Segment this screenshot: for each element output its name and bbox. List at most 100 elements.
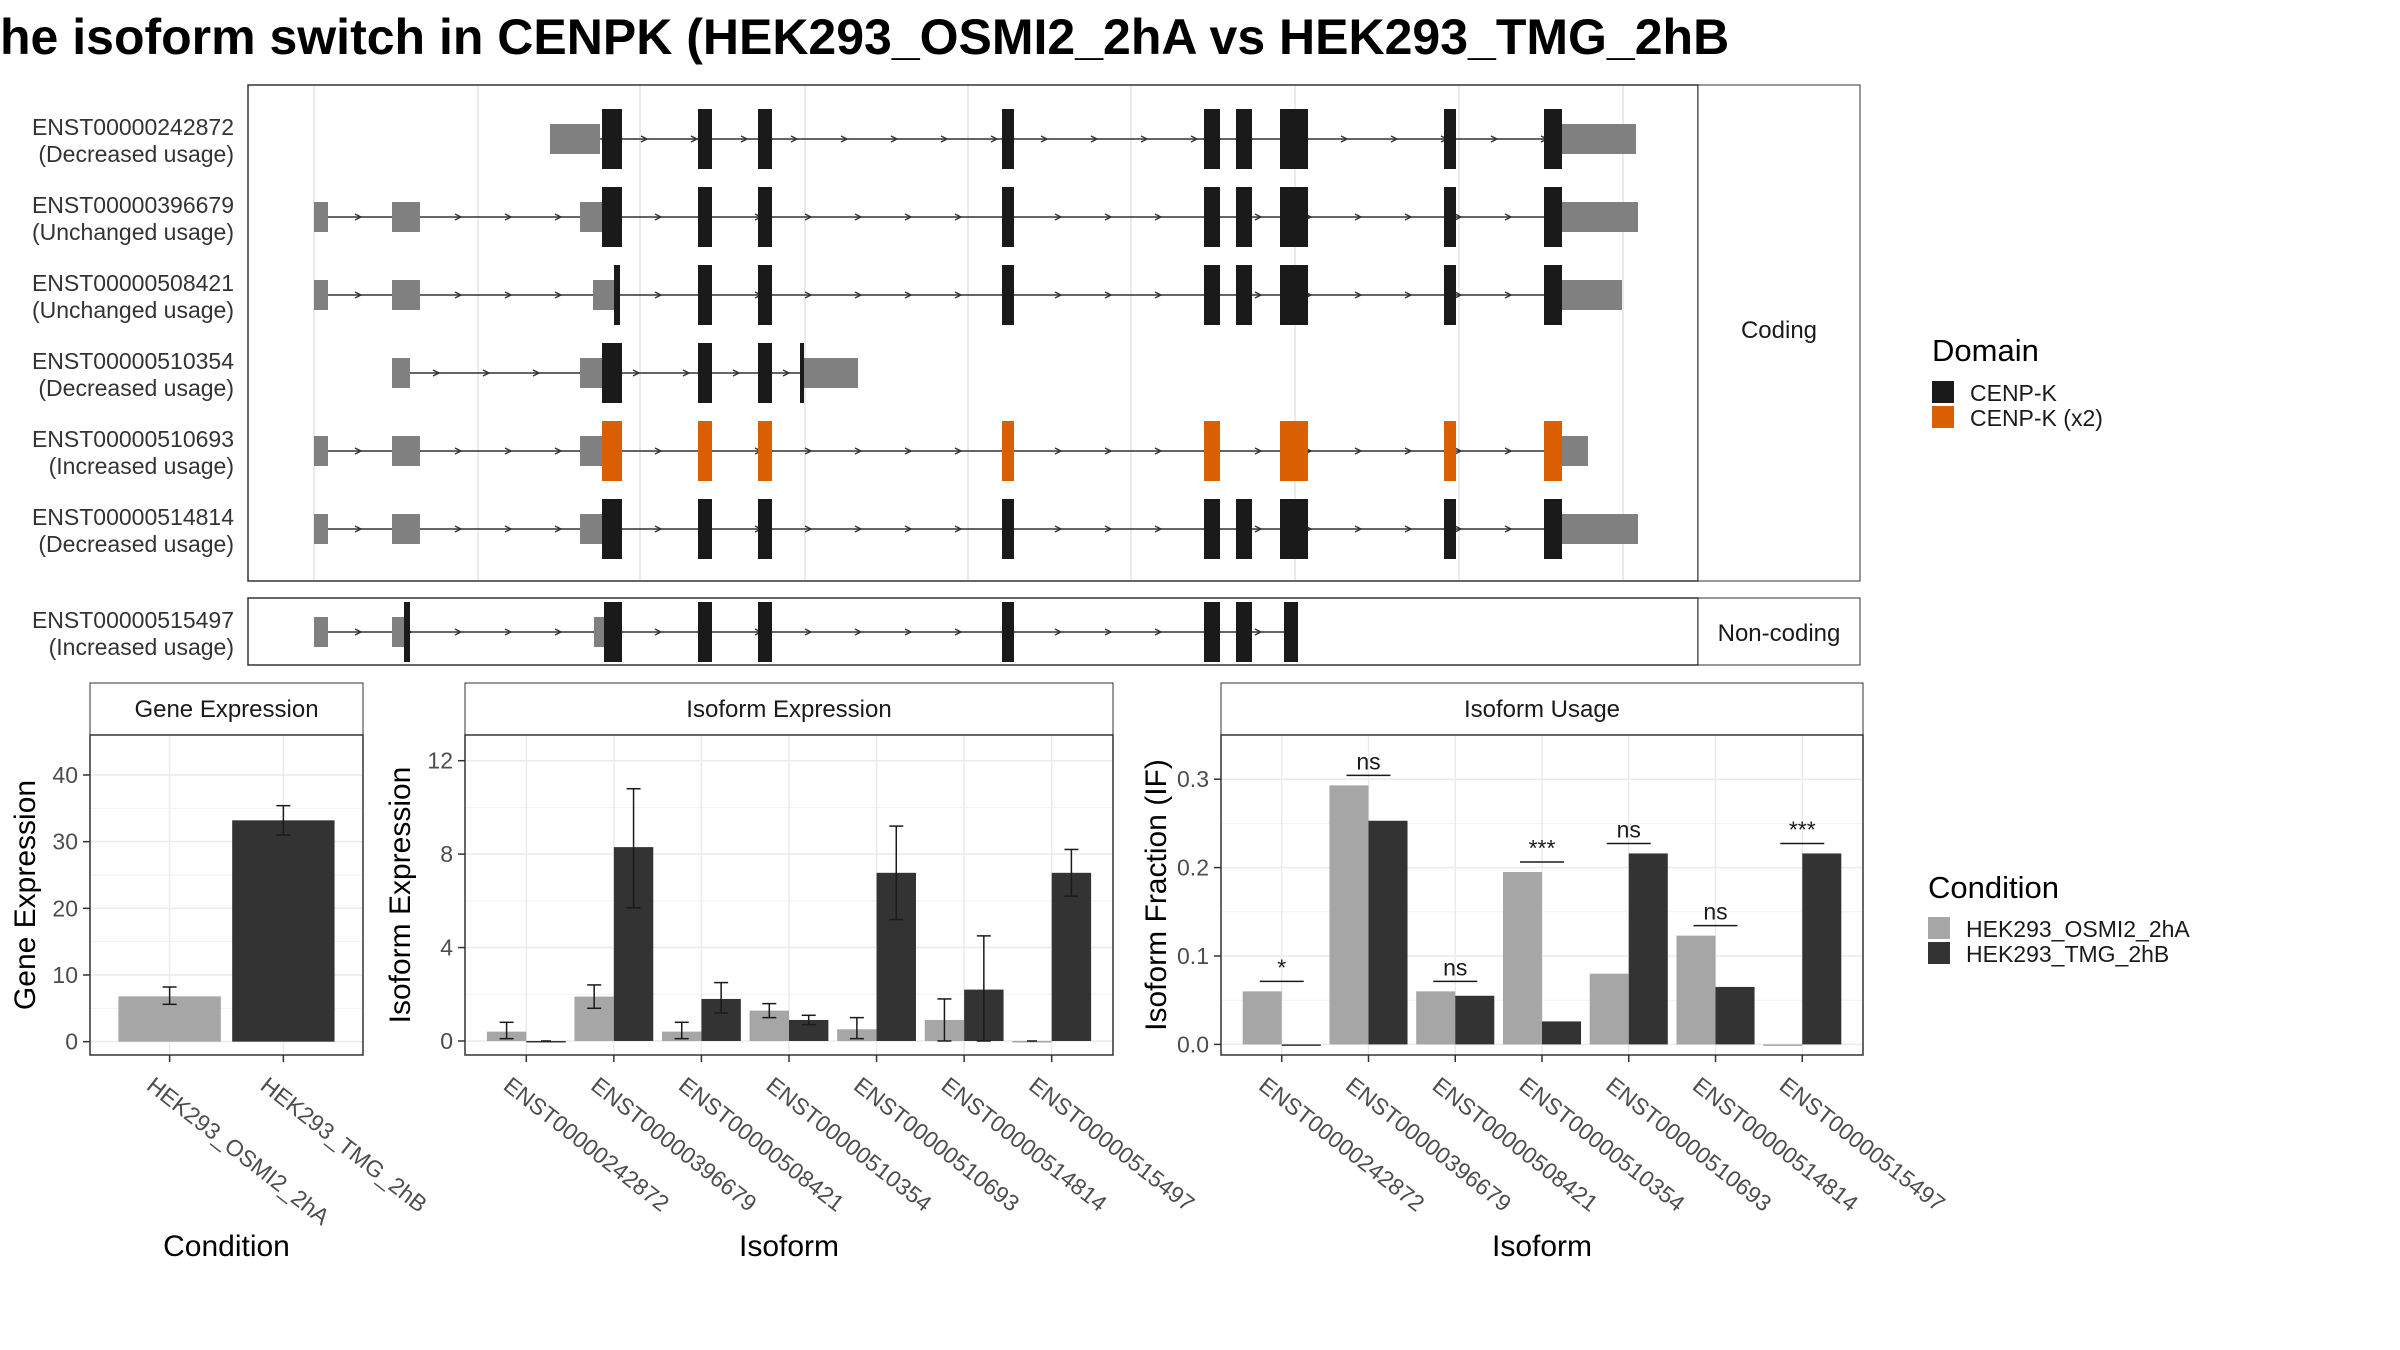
intron-arrow (1154, 213, 1163, 221)
cds-exon (1444, 109, 1456, 169)
cds-exon (1236, 187, 1252, 247)
intron-arrow (1040, 135, 1049, 143)
x-tick-label: ENST00000242872 (1254, 1072, 1429, 1217)
intron-arrow (804, 291, 813, 299)
bar (1802, 853, 1842, 1045)
intron-arrow (1154, 447, 1163, 455)
condition-legend-swatch-a (1928, 917, 1950, 939)
bar (1329, 785, 1369, 1045)
utr-exon (550, 124, 600, 154)
intron-arrow (454, 525, 463, 533)
cds-exon (1204, 265, 1220, 325)
intron-arrow (354, 447, 363, 455)
intron-arrow (1404, 525, 1413, 533)
significance-label: *** (1789, 816, 1816, 842)
intron-arrow (854, 628, 863, 636)
cds-exon (1204, 109, 1220, 169)
utr-exon (1562, 202, 1638, 232)
cds-exon (1204, 187, 1220, 247)
intron-arrow (904, 213, 913, 221)
intron-arrow (654, 291, 663, 299)
cds-exon (1544, 109, 1562, 169)
utr-exon (594, 617, 604, 647)
y-tick-label: 12 (427, 748, 453, 774)
cds-exon (1280, 265, 1308, 325)
intron-arrow (840, 135, 849, 143)
intron-arrow (454, 447, 463, 455)
transcript-row-ENST00000242872: ENST00000242872(Decreased usage) (32, 109, 1636, 169)
cds-exon (698, 187, 712, 247)
intron-arrow (654, 525, 663, 533)
condition-legend-swatch-b (1928, 942, 1950, 964)
plot-border (89, 734, 364, 1056)
bar (1763, 1044, 1803, 1046)
intron-arrow (454, 213, 463, 221)
cds-exon (758, 343, 772, 403)
intron-arrow (804, 213, 813, 221)
intron-arrow (1104, 628, 1113, 636)
bar (1051, 872, 1092, 1041)
transcript-usage-label: (Decreased usage) (38, 141, 234, 167)
cds-exon (1002, 265, 1014, 325)
significance-label: ns (1703, 899, 1727, 925)
transcript-usage-label: (Decreased usage) (38, 375, 234, 401)
condition-legend-label-a: HEK293_OSMI2_2hA (1966, 916, 2190, 942)
utr-exon (314, 202, 328, 232)
intron-arrow (504, 291, 513, 299)
intron-arrow (1340, 135, 1349, 143)
intron-arrow (782, 369, 791, 377)
bar (789, 1019, 829, 1041)
intron-arrow (1390, 135, 1399, 143)
intron-arrow (1490, 135, 1499, 143)
y-tick-label: 20 (52, 895, 78, 921)
intron-arrow (1054, 291, 1063, 299)
intron-arrow (954, 213, 963, 221)
cds-exon (1444, 499, 1456, 559)
utr-exon (1562, 280, 1622, 310)
transcript-usage-label: (Unchanged usage) (32, 297, 234, 323)
cds-exon (758, 602, 772, 662)
bar (1628, 853, 1668, 1045)
cds-exon (602, 421, 622, 481)
transcript-row-ENST00000514814: ENST00000514814(Decreased usage) (32, 499, 1638, 559)
y-tick-label: 0.3 (1177, 766, 1209, 792)
intron-arrow (1054, 447, 1063, 455)
intron-arrow (954, 447, 963, 455)
intron-arrow (1154, 291, 1163, 299)
intron-arrow (354, 213, 363, 221)
intron-arrow (1454, 213, 1463, 221)
intron-arrow (1190, 135, 1199, 143)
intron-arrow (554, 213, 563, 221)
utr-exon (392, 514, 420, 544)
transcript-row-ENST00000508421: ENST00000508421(Unchanged usage) (32, 265, 1622, 325)
bar (1676, 935, 1716, 1045)
intron-arrow (1354, 525, 1363, 533)
intron-arrow (1140, 135, 1149, 143)
cds-exon (614, 265, 620, 325)
intron-arrow (354, 628, 363, 636)
intron-arrow (854, 525, 863, 533)
cds-exon (698, 499, 712, 559)
y-tick-label: 8 (440, 841, 453, 867)
cds-exon (404, 602, 410, 662)
intron-arrow (1104, 213, 1113, 221)
intron-arrow (1454, 525, 1463, 533)
x-axis-title: Condition (163, 1230, 290, 1263)
y-axis-title: Isoform Expression (384, 767, 417, 1024)
transcript-id-label: ENST00000510354 (32, 348, 234, 374)
bar (1455, 995, 1495, 1045)
significance-label: ns (1617, 816, 1641, 842)
intron-arrow (732, 369, 741, 377)
significance-label: * (1277, 954, 1286, 980)
bar (1589, 973, 1629, 1045)
intron-arrow (1254, 291, 1263, 299)
figure-title: he isoform switch in CENPK (HEK293_OSMI2… (0, 9, 1729, 65)
transcript-id-label: ENST00000514814 (32, 504, 234, 530)
utr-exon (804, 358, 858, 388)
intron-arrow (1454, 447, 1463, 455)
intron-arrow (1404, 447, 1413, 455)
utr-exon (314, 617, 328, 647)
intron-arrow (854, 447, 863, 455)
cds-exon (1280, 421, 1308, 481)
